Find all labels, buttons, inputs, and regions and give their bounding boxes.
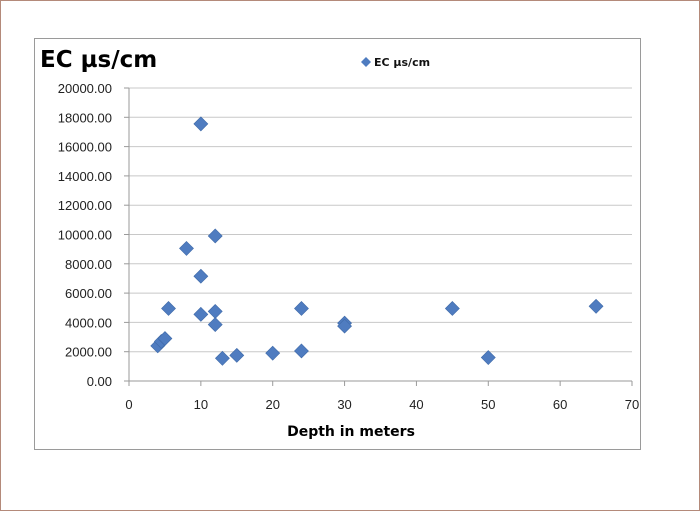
y-axis-tick-labels: 0.00 2000.00 4000.00 6000.00 8000.00 10000.00… <box>58 81 112 389</box>
data-point <box>161 301 176 316</box>
y-tick-label: 2000.00 <box>65 345 112 360</box>
y-tick-label: 0.00 <box>87 374 112 389</box>
y-tick-label: 8000.00 <box>65 257 112 272</box>
x-tick-label: 70 <box>625 397 639 412</box>
y-tick-label: 10000.00 <box>58 228 112 243</box>
y-tick-label: 14000.00 <box>58 169 112 184</box>
x-axis-title: Depth in meters <box>287 424 415 440</box>
x-tick-label: 40 <box>409 397 423 412</box>
data-point <box>207 303 223 319</box>
x-tick-label: 10 <box>194 397 208 412</box>
data-point <box>207 228 223 244</box>
grid-lines <box>124 87 633 386</box>
x-tick-label: 20 <box>265 397 279 412</box>
y-tick-label: 6000.00 <box>65 286 112 301</box>
data-point <box>229 347 245 363</box>
data-point <box>294 343 309 359</box>
legend-marker-icon <box>361 57 371 67</box>
data-point <box>157 331 173 346</box>
y-tick-label: 12000.00 <box>58 198 112 213</box>
data-point <box>214 350 230 366</box>
y-tick-label: 18000.00 <box>58 110 112 125</box>
y-tick-label: 4000.00 <box>65 315 112 330</box>
y-tick-label: 16000.00 <box>58 140 112 155</box>
data-point <box>193 116 209 132</box>
data-point <box>265 345 281 361</box>
data-point <box>444 301 460 316</box>
x-tick-label: 60 <box>553 397 567 412</box>
y-tick-label: 20000.00 <box>58 81 112 96</box>
data-point <box>588 298 604 314</box>
x-tick-label: 0 <box>125 397 132 412</box>
data-point <box>294 301 309 316</box>
data-point <box>179 240 194 256</box>
data-point <box>207 317 223 333</box>
x-tick-label: 30 <box>337 397 351 412</box>
x-tick-label: 50 <box>481 397 495 412</box>
data-point <box>480 350 496 365</box>
data-points <box>150 116 604 366</box>
chart-title: EC µs/cm <box>40 47 157 73</box>
data-point <box>337 318 352 334</box>
legend: EC µs/cm <box>361 56 430 69</box>
data-point <box>193 268 209 284</box>
data-point <box>193 306 209 322</box>
legend-label: EC µs/cm <box>374 56 430 69</box>
x-axis-tick-labels: 0 10 20 30 40 50 60 70 <box>125 397 639 412</box>
